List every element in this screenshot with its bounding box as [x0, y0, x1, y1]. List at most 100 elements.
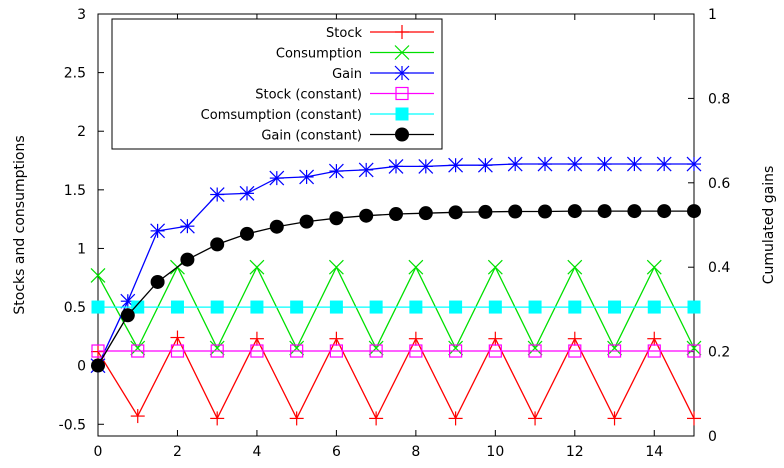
point-marker: [91, 358, 105, 373]
point-marker: [395, 86, 409, 101]
x-tick-label: 2: [173, 444, 182, 460]
point-marker: [395, 127, 409, 142]
point-marker: [329, 344, 343, 358]
point-marker: [538, 204, 552, 219]
point-marker: [487, 259, 503, 275]
point-marker: [568, 344, 582, 358]
point-marker: [179, 218, 195, 234]
y-axis-title: Stocks and consumptions: [12, 135, 28, 314]
plot-area: [97, 13, 695, 437]
point-marker: [290, 300, 304, 314]
y2-tick-label: 1: [708, 7, 717, 23]
y2-tick-label: 0.4: [708, 260, 730, 276]
point-marker: [120, 308, 135, 323]
point-marker: [626, 156, 642, 172]
point-marker: [120, 293, 136, 309]
series-4: [91, 300, 701, 314]
series-5: [91, 204, 701, 373]
y2-tick-label: 0.6: [708, 176, 730, 192]
point-marker: [299, 169, 315, 185]
point-marker: [358, 162, 374, 178]
point-marker: [607, 344, 622, 358]
point-marker: [448, 205, 463, 220]
point-marker: [657, 204, 672, 219]
point-marker: [409, 344, 423, 358]
point-marker: [408, 259, 424, 275]
axes: 0 2 4 6 8 10 12 14 -0.5 0 0.5 1 1.5 2 2.5 3 0 0.2 0.4 0.6 0.…: [59, 7, 731, 460]
point-marker: [647, 300, 661, 314]
point-marker: [250, 300, 264, 314]
y2-tick-label: 0: [708, 429, 717, 445]
point-marker: [91, 344, 105, 358]
y2-tick-label: 0.8: [708, 91, 730, 107]
y-tick-label: 1: [77, 241, 86, 257]
point-marker: [250, 344, 264, 358]
point-marker: [388, 158, 404, 174]
point-marker: [394, 45, 410, 60]
y-tick-label: 0.5: [64, 300, 86, 316]
series-2: [90, 156, 702, 374]
point-marker: [646, 259, 662, 275]
x-tick-label: 14: [645, 444, 663, 460]
point-marker: [290, 344, 304, 358]
plot-series: [90, 156, 702, 426]
point-marker: [508, 204, 523, 219]
x-tick-label: 6: [332, 444, 341, 460]
point-marker: [527, 340, 543, 356]
point-marker: [568, 300, 582, 314]
point-marker: [477, 157, 493, 173]
y-tick-label: 2.5: [64, 66, 86, 82]
y2-tick-label: 0.2: [708, 345, 730, 361]
point-marker: [597, 156, 613, 172]
point-marker: [170, 344, 185, 358]
legend-label: Comsumption (constant): [201, 108, 362, 123]
point-marker: [209, 187, 225, 202]
point-marker: [389, 207, 403, 222]
y-tick-label: -0.5: [59, 417, 86, 433]
y2-axis-title: Cumulated gains: [761, 166, 777, 285]
point-marker: [150, 274, 165, 289]
point-marker: [687, 344, 701, 358]
point-marker: [627, 204, 642, 219]
point-marker: [687, 204, 701, 219]
point-marker: [528, 344, 542, 358]
point-marker: [597, 204, 612, 219]
point-marker: [328, 163, 344, 179]
point-marker: [687, 300, 701, 314]
series-0: [91, 330, 701, 426]
point-marker: [607, 340, 622, 356]
point-marker: [210, 344, 224, 358]
point-marker: [686, 340, 702, 356]
x-tick-label: 8: [411, 444, 420, 460]
legend-label: Consumption: [276, 47, 362, 62]
y-tick-label: 0: [77, 359, 86, 375]
legend-label: Stock: [326, 26, 362, 41]
point-marker: [329, 211, 344, 226]
x-tick-label: 10: [486, 444, 504, 460]
legend-label: Gain (constant): [261, 129, 362, 144]
point-marker: [507, 156, 523, 172]
point-marker: [686, 156, 702, 172]
point-marker: [567, 156, 583, 172]
y-tick-label: 1.5: [64, 183, 86, 199]
point-marker: [395, 107, 409, 121]
series-3: [91, 344, 701, 358]
point-marker: [567, 204, 582, 219]
point-marker: [90, 267, 106, 283]
x-tick-label: 12: [566, 444, 584, 460]
point-marker: [418, 158, 434, 174]
point-marker: [369, 300, 383, 314]
point-marker: [210, 300, 224, 314]
point-marker: [359, 208, 374, 223]
point-marker: [299, 214, 314, 229]
legend-label: Gain: [332, 67, 362, 82]
point-marker: [240, 226, 254, 241]
point-marker: [537, 156, 553, 172]
point-marker: [329, 300, 343, 314]
x-tick-label: 4: [252, 444, 261, 460]
x-tick-label: 0: [94, 444, 103, 460]
point-marker: [289, 340, 305, 356]
legend-box: [111, 18, 443, 150]
point-marker: [210, 237, 225, 252]
